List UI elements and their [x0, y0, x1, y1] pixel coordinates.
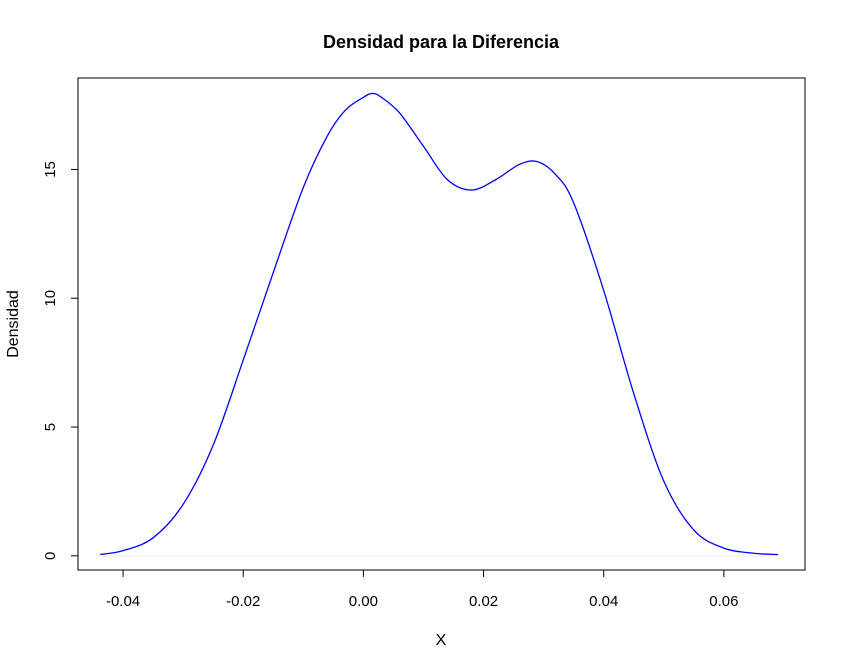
y-axis-label: Densidad — [5, 290, 22, 358]
chart-title: Densidad para la Diferencia — [323, 32, 560, 52]
x-tick-label: 0.00 — [349, 593, 378, 610]
plot-frame — [77, 77, 806, 571]
x-tick-label: -0.02 — [226, 593, 260, 610]
y-tick-label: 5 — [42, 423, 59, 431]
x-tick-label: 0.04 — [589, 593, 618, 610]
x-tick-label: 0.02 — [469, 593, 498, 610]
x-tick-label: -0.04 — [106, 593, 140, 610]
density-curve — [100, 92, 778, 556]
x-axis: -0.04 -0.02 0.00 0.02 0.04 0.06 — [106, 569, 738, 610]
y-tick-label: 15 — [42, 161, 59, 178]
y-tick-label: 0 — [42, 552, 59, 560]
y-axis: 0 5 10 15 — [42, 161, 79, 560]
x-axis-label: X — [436, 632, 447, 649]
y-tick-label: 10 — [42, 290, 59, 307]
x-tick-label: 0.06 — [709, 593, 738, 610]
